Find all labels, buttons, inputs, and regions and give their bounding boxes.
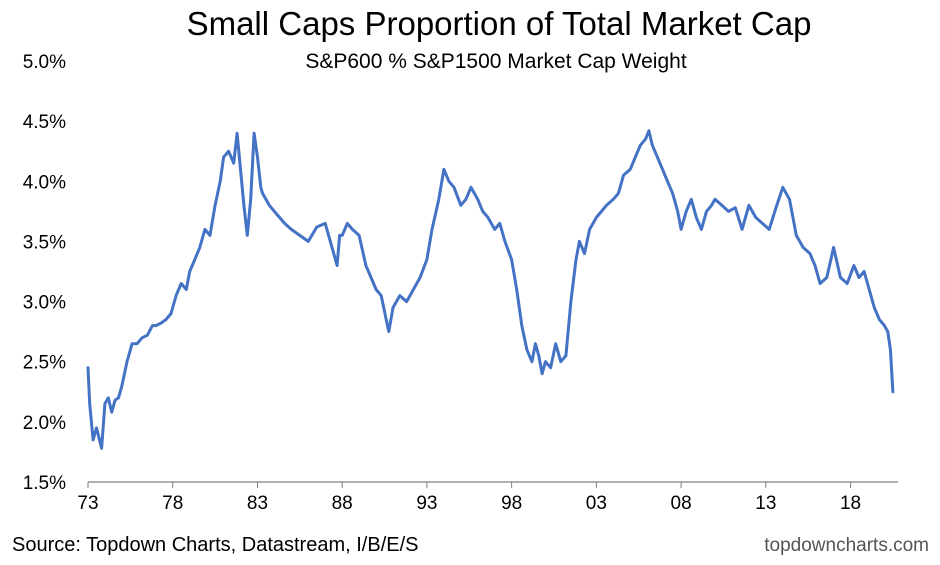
x-tick-label: 13: [755, 493, 776, 514]
x-tick-label: 93: [416, 493, 437, 514]
y-tick-label: 2.0%: [23, 413, 66, 434]
source-note: Source: Topdown Charts, Datastream, I/B/…: [12, 534, 418, 556]
chart-title: Small Caps Proportion of Total Market Ca…: [187, 5, 812, 42]
y-tick-label: 3.0%: [23, 293, 66, 314]
x-tick-label: 88: [332, 493, 353, 514]
y-tick-label: 3.5%: [23, 232, 66, 253]
y-tick-label: 5.0%: [23, 52, 66, 73]
series-line: [86, 129, 895, 450]
y-tick-label: 4.5%: [23, 112, 66, 133]
y-tick-label: 4.0%: [23, 172, 66, 193]
x-tick-label: 73: [77, 493, 98, 514]
x-tick-label: 03: [586, 493, 607, 514]
y-tick-label: 2.5%: [23, 353, 66, 374]
chart-subtitle: S&P600 % S&P1500 Market Cap Weight: [305, 50, 686, 73]
watermark: topdowncharts.com: [764, 535, 929, 556]
x-tick-label: 78: [162, 493, 183, 514]
x-tick-label: 08: [671, 493, 692, 514]
x-tick-label: 18: [840, 493, 861, 514]
y-axis: 1.5% 2.0% 2.5% 3.0% 3.5% 4.0% 4.5% 5.0%: [23, 52, 66, 494]
x-axis: 73 78 83 88 93 98 03 08 13 18: [77, 482, 861, 514]
plot-area: [86, 129, 895, 450]
x-tick-label: 98: [501, 493, 522, 514]
y-tick-label: 1.5%: [23, 473, 66, 494]
x-tick-label: 83: [247, 493, 268, 514]
